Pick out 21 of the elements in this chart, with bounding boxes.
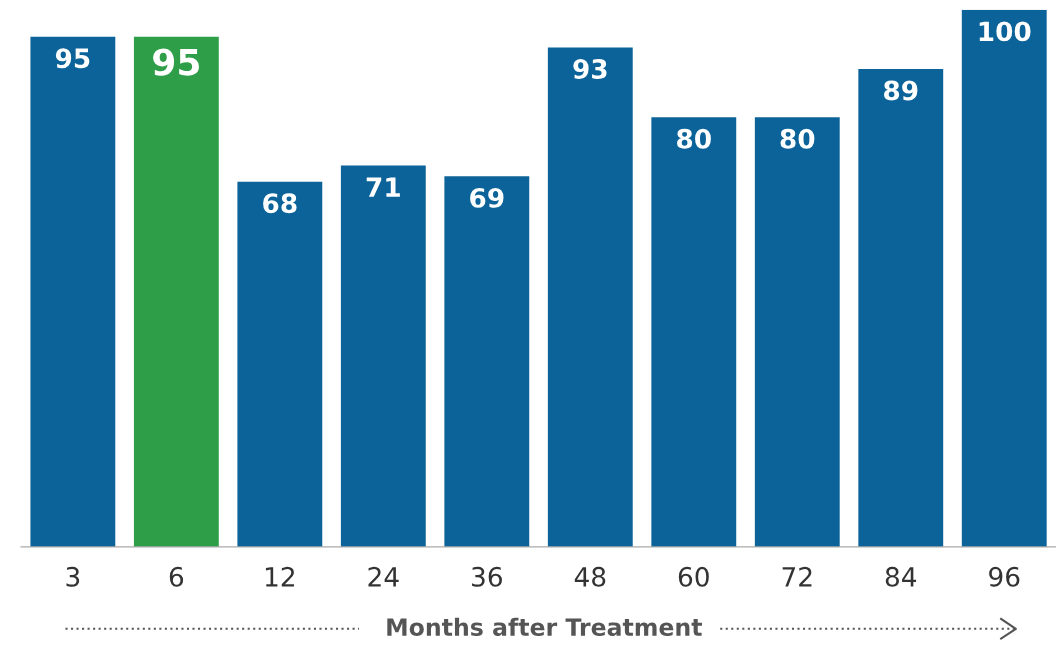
x-tick-label: 3 <box>66 566 80 587</box>
data-label: 93 <box>573 59 607 79</box>
x-tick-label: 12 <box>265 566 294 587</box>
x-tick-label: 36 <box>472 566 502 587</box>
x-tick-label: 96 <box>989 566 1020 587</box>
x-tick-label: 6 <box>169 566 184 587</box>
data-label: 68 <box>263 193 297 214</box>
x-axis-title: Months after Treatment <box>387 617 702 637</box>
data-label: 71 <box>366 177 400 197</box>
x-tick-label: 72 <box>782 566 812 587</box>
x-tick-label: 24 <box>368 566 399 587</box>
x-tick-label: 84 <box>885 566 917 587</box>
data-label: 95 <box>55 48 90 69</box>
data-label: 95 <box>153 48 199 76</box>
data-label: 80 <box>677 128 711 149</box>
x-tick-label: 60 <box>678 566 709 587</box>
data-label: 100 <box>979 21 1031 42</box>
data-label: 89 <box>884 80 918 101</box>
x-tick-label: 48 <box>574 566 606 587</box>
data-label: 80 <box>780 128 815 149</box>
data-label: 69 <box>470 187 504 208</box>
